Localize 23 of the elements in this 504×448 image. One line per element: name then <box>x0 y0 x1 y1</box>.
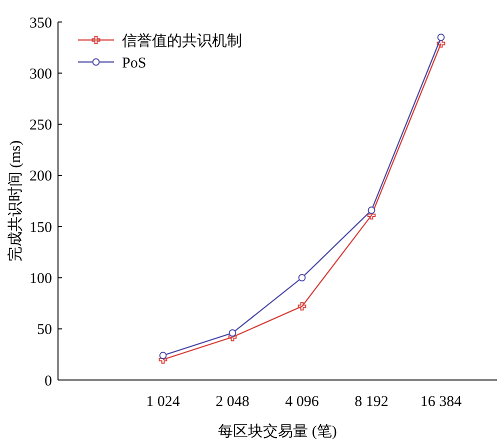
point <box>298 302 306 311</box>
x-axis-title: 每区块交易量 (笔) <box>218 423 337 440</box>
x-tick-label: 16 384 <box>420 394 462 410</box>
point <box>368 206 376 214</box>
y-tick-label: 100 <box>30 270 52 287</box>
y-axis-title: 完成共识时间 (ms) <box>7 140 24 262</box>
x-tick-label: 4 096 <box>285 394 320 410</box>
y-tick-label: 0 <box>44 373 52 390</box>
y-tick-label: 250 <box>30 118 52 134</box>
y-tick-label: 350 <box>30 15 52 32</box>
point <box>159 352 167 360</box>
point <box>437 34 445 42</box>
x-tick-label: 2 048 <box>216 394 250 410</box>
y-tick-label: 200 <box>30 168 52 185</box>
legend-label: PoS <box>122 55 146 72</box>
x-tick-label: 8 192 <box>354 394 388 410</box>
legend-label: 信誉值的共识机制 <box>122 32 242 50</box>
point <box>228 329 236 337</box>
point <box>298 274 306 282</box>
y-tick-label: 150 <box>30 220 52 236</box>
y-tick-label: 300 <box>30 66 52 82</box>
x-tick-label: 1 024 <box>146 394 180 410</box>
y-tick-label: 50 <box>37 322 52 338</box>
